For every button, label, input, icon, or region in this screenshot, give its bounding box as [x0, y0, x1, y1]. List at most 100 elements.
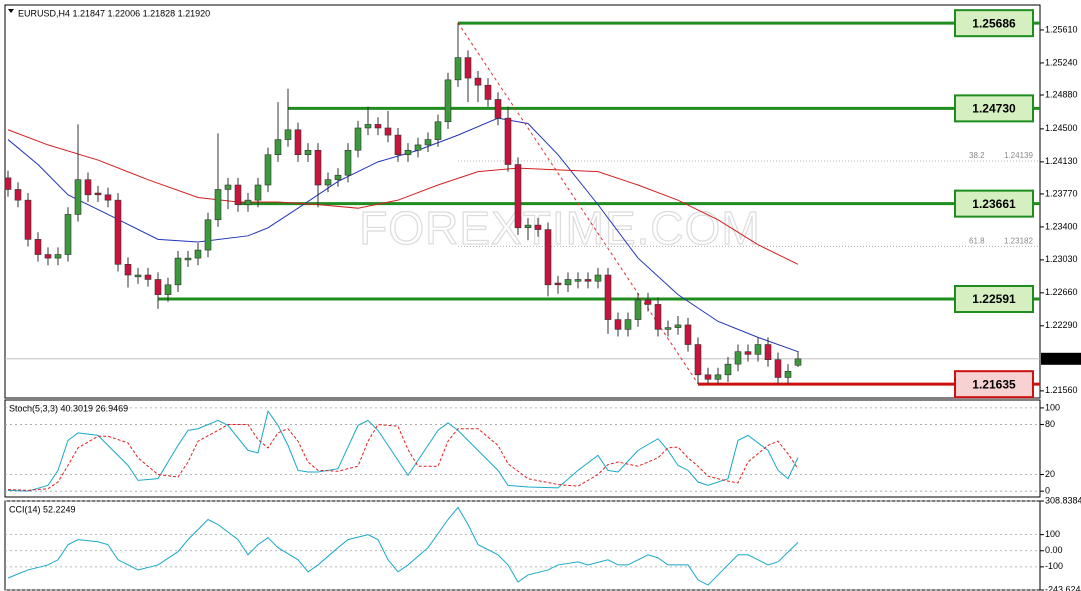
candle-body [434, 121, 442, 140]
candle-body [684, 324, 692, 345]
level-label-box [954, 370, 1034, 399]
candle-body [344, 149, 352, 176]
candle-body [794, 358, 802, 366]
candle-body [114, 199, 122, 265]
y-tick-label: 1.23030 [1045, 254, 1078, 264]
candle-body [194, 249, 202, 259]
candle-body [644, 299, 652, 305]
menu-arrow [8, 9, 14, 13]
pane-title: CCI(14) 52.2249 [9, 504, 76, 514]
candle-body [504, 117, 512, 165]
candle-body [694, 344, 702, 376]
candle-body [604, 274, 612, 320]
candle-body [334, 174, 342, 180]
candle-body [404, 149, 412, 156]
level-label: 1.22591 [972, 292, 1016, 306]
candle-body [524, 224, 532, 229]
level-label: 1.23661 [972, 197, 1016, 211]
candle-body [354, 127, 362, 151]
candle-body [564, 279, 572, 286]
candle-body [554, 282, 562, 286]
level-label: 1.24730 [972, 102, 1016, 116]
current-price-label: 1.21920 [1045, 353, 1078, 363]
candle-body [204, 219, 212, 251]
y-tick-label: 1.22290 [1045, 320, 1078, 330]
y-tick-label: 308.8384 [1045, 495, 1081, 505]
level-label-box [954, 189, 1034, 218]
candle-body [54, 254, 62, 259]
candle-body [214, 189, 222, 221]
candle-body [254, 184, 262, 201]
fib-price: 1.23182 [1004, 236, 1033, 245]
candle-body [674, 324, 682, 328]
current-price-box [1041, 352, 1081, 365]
y-tick-label: 1.24500 [1045, 123, 1078, 133]
fib-ratio: 38.2 [969, 151, 985, 160]
y-tick-label: 1.23770 [1045, 188, 1078, 198]
candle-body [474, 77, 482, 86]
candle-body [4, 177, 12, 190]
candle-body [44, 254, 52, 259]
y-tick-label: -243.6244 [1045, 584, 1081, 591]
candle-body [384, 127, 392, 136]
candle-body [484, 84, 492, 100]
candle-body [774, 359, 782, 378]
candle-body [614, 319, 622, 330]
candle-body [784, 370, 792, 378]
candle-body [544, 229, 552, 286]
y-tick-label: 0 [1045, 486, 1050, 496]
y-tick-label: 1.25610 [1045, 24, 1078, 34]
y-tick-label: 1.25240 [1045, 57, 1078, 67]
candle-body [624, 319, 632, 330]
y-tick-label: 1.21560 [1045, 385, 1078, 395]
candle-body [24, 199, 32, 240]
candle-body [364, 124, 372, 129]
y-tick-label: 1.22660 [1045, 287, 1078, 297]
candle-body [734, 351, 742, 365]
candle-body [234, 184, 242, 205]
candle-body [294, 129, 302, 156]
candle-body [144, 274, 152, 280]
fib-ratio: 61.8 [969, 236, 985, 245]
y-tick-label: 20 [1045, 469, 1055, 479]
candle-body [514, 164, 522, 229]
fib-price: 1.24139 [1004, 151, 1033, 160]
candle-body [394, 134, 402, 156]
candle-body [494, 99, 502, 119]
candle-body [454, 57, 462, 81]
candle-body [244, 199, 252, 205]
indicator-line [7, 410, 799, 492]
candle-body [534, 224, 542, 230]
candle-body [184, 257, 192, 261]
level-label-box [954, 284, 1034, 313]
candle-body [34, 239, 42, 255]
y-tick-label: 1.23400 [1045, 221, 1078, 231]
candle-body [764, 344, 772, 360]
moving-average [7, 129, 799, 265]
candle-body [164, 284, 172, 295]
candle-body [714, 374, 722, 380]
candle-body [664, 327, 672, 330]
candle-body [444, 79, 452, 123]
candle-body [134, 274, 142, 278]
candle-body [224, 184, 232, 190]
candle-body [284, 129, 292, 140]
level-label-box [954, 9, 1034, 38]
candle-body [174, 257, 182, 286]
candle-body [14, 189, 22, 201]
indicator-line [7, 424, 799, 491]
pane [4, 399, 1041, 498]
candle-body [594, 274, 602, 282]
candle-body [94, 192, 102, 196]
candle-body [264, 154, 272, 186]
candle-body [424, 139, 432, 146]
candle-body [104, 194, 112, 201]
candle-body [744, 351, 752, 355]
pane [4, 500, 1041, 591]
pane-title: EURUSD,H4 1.21847 1.22006 1.21828 1.2192… [18, 8, 210, 18]
candle-body [154, 279, 162, 295]
candle-body [314, 149, 322, 186]
candle-body [574, 279, 582, 282]
level-label: 1.25686 [972, 16, 1016, 30]
